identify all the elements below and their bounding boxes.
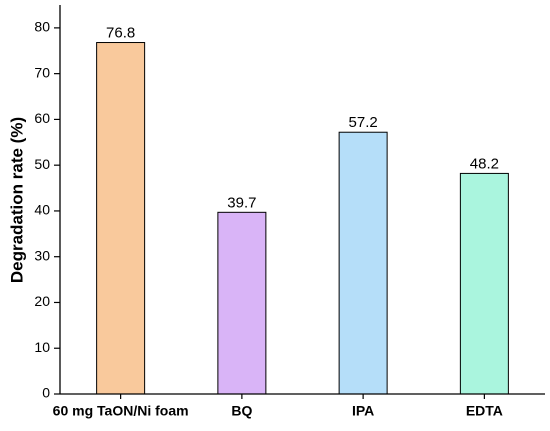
y-tick-label: 40 (34, 202, 50, 218)
data-label: 57.2 (349, 114, 378, 131)
x-tick-label: IPA (352, 403, 374, 419)
data-label: 76.8 (106, 24, 135, 41)
y-tick-label: 80 (34, 19, 50, 35)
y-tick-label: 10 (34, 339, 50, 355)
y-tick-label: 30 (34, 247, 50, 263)
y-tick-label: 70 (34, 64, 50, 80)
data-label: 39.7 (227, 194, 256, 211)
bar (459, 172, 509, 395)
x-tick-label: 60 mg TaON/Ni foam (53, 403, 189, 419)
y-tick-label: 50 (34, 156, 50, 172)
data-label: 48.2 (470, 155, 499, 172)
y-tick-label: 60 (34, 110, 50, 126)
y-tick-label: 0 (42, 385, 50, 401)
y-axis-title: Degradation rate (%) (7, 117, 26, 283)
bar (96, 42, 146, 395)
bar (338, 131, 388, 395)
x-tick-label: EDTA (466, 403, 503, 419)
bar (217, 211, 267, 395)
x-tick-label: BQ (231, 403, 252, 419)
y-tick-label: 20 (34, 293, 50, 309)
